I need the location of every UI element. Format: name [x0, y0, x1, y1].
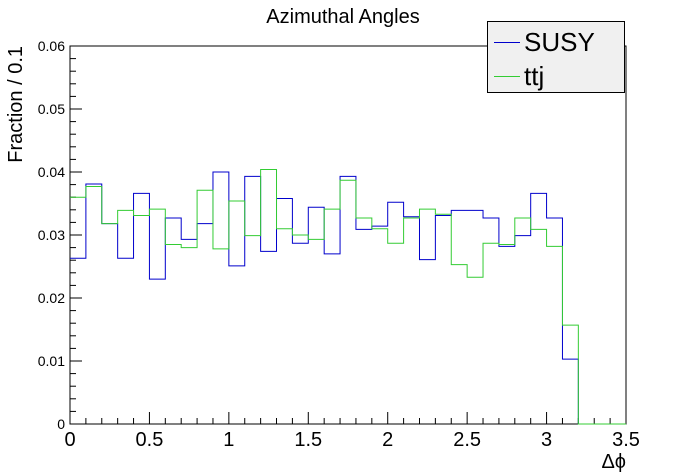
legend-swatch-susy [494, 42, 520, 43]
x-tick-labels: 0 0.5 1 1.5 2 2.5 3 3.5 [64, 429, 639, 451]
x-tick-label: 2.5 [453, 429, 481, 451]
x-tick-label: 1.5 [294, 429, 322, 451]
y-axis-label: Fraction / 0.1 [5, 46, 27, 163]
legend-swatch-ttj [494, 76, 520, 77]
y-tick-label: 0.05 [38, 101, 65, 117]
y-tick-label: 0.06 [38, 38, 65, 54]
x-tick-label: 0.5 [136, 429, 164, 451]
plot-frame [69, 45, 627, 425]
legend: SUSY ttj [487, 21, 625, 93]
x-tick-label: 0 [64, 429, 75, 451]
x-tick-label: 2 [382, 429, 393, 451]
y-tick-label: 0.03 [38, 227, 65, 243]
y-tick-label: 0.02 [38, 290, 65, 306]
x-tick-label: 1 [223, 429, 234, 451]
axes [69, 45, 627, 425]
chart-title: Azimuthal Angles [266, 6, 419, 28]
y-tick-label: 0.01 [38, 353, 65, 369]
legend-label-susy: SUSY [524, 27, 595, 57]
series-layer [70, 168, 626, 425]
x-axis-label: Δϕ [601, 451, 626, 472]
y-tick-label: 0.04 [38, 164, 65, 180]
histogram-line-ttj [70, 168, 626, 425]
x-tick-label: 3 [541, 429, 552, 451]
y-tick-labels: 0 0.01 0.02 0.03 0.04 0.05 0.06 [38, 38, 65, 432]
legend-label-ttj: ttj [524, 61, 545, 91]
legend-entry-ttj: ttj [488, 59, 624, 93]
histogram-line-susy [70, 171, 626, 425]
legend-entry-susy: SUSY [488, 25, 624, 59]
x-tick-label: 3.5 [612, 429, 640, 451]
y-tick-label: 0 [57, 416, 65, 432]
